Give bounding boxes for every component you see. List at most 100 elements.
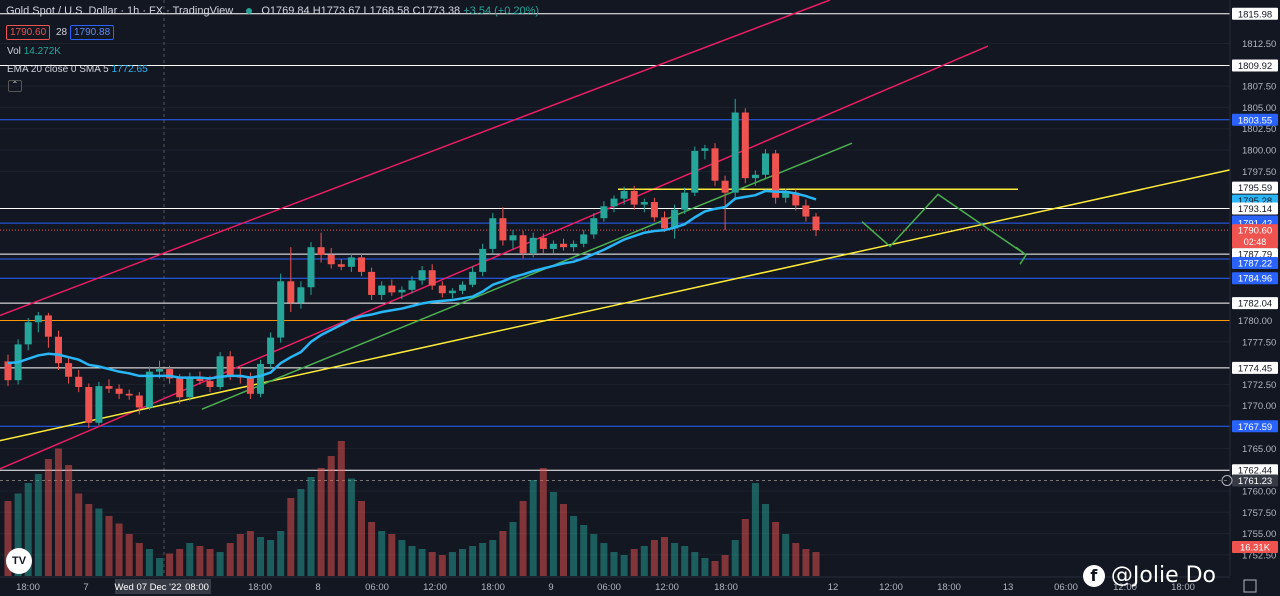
volume-bar	[226, 543, 234, 576]
volume-bar	[34, 474, 42, 576]
channel-upper-line	[0, 0, 831, 317]
volume-bar	[610, 552, 618, 576]
candle-body	[206, 381, 214, 387]
volume-bar	[479, 543, 487, 576]
price-label-box	[1232, 7, 1278, 20]
price-label-box	[1232, 297, 1278, 310]
volume-bar	[499, 531, 507, 576]
green-trendline	[201, 142, 853, 410]
price-tick-label: 1765.00	[1242, 444, 1276, 455]
candle-body	[469, 271, 477, 285]
price-label: 1784.96	[1238, 274, 1272, 285]
volume-bar	[65, 465, 73, 576]
volume-bar	[176, 549, 184, 576]
candle-body	[176, 378, 184, 398]
time-tick-label: 12:00	[655, 582, 679, 593]
price-label-box	[1232, 272, 1278, 285]
tradingview-logo-icon: TV	[6, 548, 32, 574]
candle-body	[327, 254, 335, 265]
candle-body	[772, 153, 780, 198]
price-label: 1795.59	[1238, 183, 1272, 194]
volume-bar	[509, 522, 517, 576]
bid-price[interactable]: 1790.60	[6, 25, 51, 40]
price-label: 1761.23	[1238, 476, 1272, 487]
price-label-box	[1232, 256, 1278, 269]
volume-bar	[489, 540, 497, 576]
time-tick-label: 13	[1003, 582, 1014, 593]
candle-body	[428, 270, 436, 286]
volume-bar	[125, 534, 133, 576]
volume-bar	[580, 525, 588, 576]
volume-bar	[24, 483, 32, 576]
candle-body	[610, 198, 618, 207]
price-label: 1787.79	[1238, 250, 1272, 261]
volume-bar	[428, 552, 436, 576]
countdown-label: 02:48	[1244, 237, 1267, 247]
volume-bar	[196, 546, 204, 576]
volume-bar	[317, 468, 325, 576]
candle-body	[418, 270, 426, 281]
candle-body	[408, 280, 416, 290]
volume-bar	[731, 540, 739, 576]
time-tick-label: 18:00	[16, 582, 40, 593]
volume-bar	[206, 549, 214, 576]
candle-body	[95, 386, 103, 423]
candle-body	[44, 315, 52, 337]
candle-body	[65, 363, 73, 377]
price-tick-label: 1800.00	[1242, 146, 1276, 157]
price-label: 1803.55	[1238, 115, 1272, 126]
volume-bar	[105, 516, 113, 576]
volume-bar	[166, 553, 174, 576]
volume-bar	[257, 537, 264, 576]
volume-bar	[358, 501, 365, 576]
volume-bar	[590, 534, 598, 576]
time-tick-label: 08:00	[185, 582, 209, 593]
candle-body	[489, 218, 497, 249]
volume-bar	[408, 546, 416, 576]
volume-bar	[85, 504, 93, 576]
volume-bars	[4, 441, 820, 576]
price-label-box	[1232, 314, 1278, 327]
projection-arrowhead	[1015, 246, 1028, 265]
candle-body	[620, 190, 628, 199]
price-label-box	[1232, 59, 1278, 72]
collapse-legend-icon[interactable]: ⌃	[8, 80, 22, 92]
candle-body	[267, 337, 275, 364]
volume-bar	[741, 519, 749, 576]
candle-body	[459, 284, 466, 291]
volume-bar	[802, 549, 810, 576]
trend-drawings	[0, 0, 1236, 470]
price-label: 1774.45	[1238, 363, 1272, 374]
ask-price[interactable]: 1790.88	[70, 25, 115, 40]
ema-legend[interactable]: EMA 20 close 0 SMA 5 1772.65	[7, 64, 148, 75]
symbol-title[interactable]: Gold Spot / U.S. Dollar · 1h · FX · Trad…	[6, 5, 234, 17]
volume-bar	[711, 561, 719, 576]
candle-body	[731, 112, 739, 193]
candle-body	[368, 271, 376, 295]
candle-body	[590, 218, 598, 235]
candle-body	[216, 356, 224, 387]
volume-legend[interactable]: Vol 14.272K	[7, 46, 61, 57]
market-status-icon	[246, 8, 253, 14]
candle-body	[85, 386, 93, 423]
volume-bar	[95, 508, 103, 576]
volume-bar	[782, 534, 790, 576]
volume-bar	[539, 468, 547, 576]
volume-bar	[368, 522, 376, 576]
projection-path	[861, 193, 1027, 256]
ohlc-change: +3.54 (+0.20%)	[463, 5, 540, 17]
time-tick-label: 18:00	[248, 582, 272, 593]
candle-body	[600, 206, 608, 219]
volume-bar	[772, 522, 780, 576]
time-tick-label: 06:00	[1054, 582, 1078, 593]
time-tick-label: 06:00	[597, 582, 621, 593]
candle-body	[388, 285, 396, 293]
price-label: 1809.92	[1238, 61, 1272, 72]
ohlc-close: C1773.38	[412, 5, 461, 17]
candle-body	[721, 180, 729, 193]
candle-body	[751, 174, 759, 179]
price-label: 1762.44	[1238, 466, 1272, 477]
price-label: 16.31K	[1240, 543, 1271, 554]
volume-bar	[347, 478, 355, 576]
